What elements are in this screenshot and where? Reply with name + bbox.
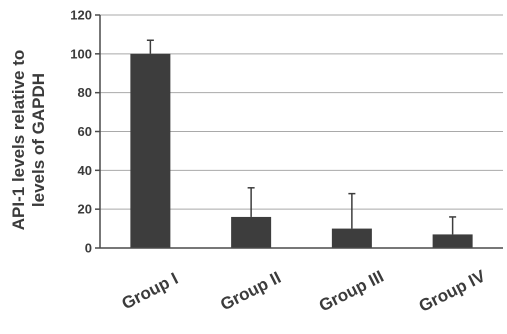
x-category-label-group: Group II	[217, 268, 284, 315]
x-category-label-group: Group III	[316, 267, 387, 316]
bar	[130, 53, 171, 249]
y-tick-label: 80	[78, 85, 92, 100]
bars	[130, 39, 473, 249]
x-category-label: Group II	[217, 268, 284, 315]
y-tick-label: 20	[78, 202, 92, 217]
y-axis-label-line-2: levels of GAPDH	[29, 73, 48, 207]
y-axis-label-line-1: API-1 levels relative to	[9, 50, 28, 230]
bar	[432, 234, 473, 248]
bar	[231, 216, 272, 248]
x-category-label: Group III	[316, 267, 387, 316]
y-tick-label: 60	[78, 124, 92, 139]
y-tick-label: 40	[78, 163, 92, 178]
y-tick-label: 100	[70, 46, 92, 61]
bar	[331, 228, 372, 248]
x-category-label: Group I	[119, 269, 181, 313]
x-category-label-group: Group IV	[416, 266, 489, 316]
axes	[95, 14, 503, 249]
y-tick-labels: 0 20 40 60 80 100 120	[70, 8, 92, 256]
y-tick-label: 0	[85, 241, 92, 256]
x-category-label: Group IV	[416, 266, 489, 316]
y-axis-label: API-1 levels relative to levels of GAPDH	[9, 50, 48, 230]
x-category-label-group: Group I	[119, 269, 181, 313]
x-category-labels: Group I Group II Group III Group IV	[119, 266, 489, 316]
y-tick-label: 120	[70, 8, 92, 23]
